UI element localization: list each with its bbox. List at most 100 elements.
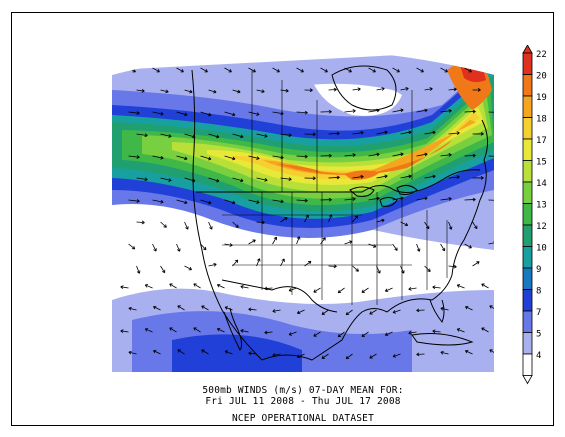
wind-arrow (384, 331, 393, 337)
wind-arrow (328, 214, 333, 223)
wind-arrow (320, 197, 332, 202)
wind-arrow (152, 67, 160, 73)
wind-arrow (352, 215, 359, 223)
wind-arrow (400, 174, 412, 179)
wind-arrow (248, 111, 260, 116)
wind-arrow (224, 306, 233, 311)
wind-arrow (392, 309, 401, 314)
wind-arrow (321, 353, 329, 359)
wind-arrow (248, 67, 256, 73)
wind-arrow (184, 177, 196, 183)
wind-arrow (481, 283, 489, 289)
wind-arrow (489, 349, 494, 355)
colorbar-swatch (522, 203, 533, 226)
province-lines (251, 70, 413, 192)
wind-arrow (176, 243, 181, 252)
colorbar-swatch (522, 353, 533, 376)
wind-arrow (177, 305, 185, 311)
wind-arrow (472, 175, 484, 180)
wind-arrow (448, 87, 457, 92)
colorbar-swatch (522, 160, 533, 183)
colorbar-swatch (522, 289, 533, 312)
colorbar-label: 15 (536, 158, 547, 168)
wind-arrow (128, 243, 136, 250)
wind-arrow (416, 108, 428, 113)
speed-band-14 (142, 90, 492, 199)
wind-arrow (152, 111, 164, 116)
wind-arrow (464, 67, 472, 73)
wind-arrow (169, 327, 177, 333)
color-scale-bar: 22 20 19 18 17 15 14 13 12 10 9 8 7 5 4 (522, 45, 547, 385)
wind-arrow (208, 262, 217, 267)
wind-arrow (240, 285, 249, 289)
wind-arrow (232, 177, 244, 183)
wind-arrow (408, 287, 417, 291)
wind-arrow (200, 111, 212, 117)
colorbar-swatch (522, 181, 533, 204)
wind-arrow (376, 265, 381, 274)
wind-arrow (224, 155, 236, 161)
wind-arrow (296, 154, 308, 159)
wind-arrow (200, 155, 212, 161)
wind-arrow (280, 217, 288, 223)
wind-arrow (193, 327, 201, 333)
colorbar-swatch (522, 95, 533, 118)
wind-arrow (176, 199, 188, 205)
wind-arrow (352, 130, 364, 135)
colorbar-bottom-arrow (522, 375, 533, 385)
gulf-coast (386, 274, 453, 313)
wind-arrow (313, 331, 321, 337)
wind-arrow (200, 199, 212, 205)
speed-band-19 (262, 120, 476, 175)
wind-arrow (248, 351, 257, 356)
wind-arrow (304, 214, 309, 223)
wind-arrow (304, 260, 312, 267)
wind-arrow (128, 350, 137, 355)
wind-arrow (464, 243, 472, 249)
wind-arrow (272, 309, 281, 313)
wind-arrow (169, 283, 177, 289)
wind-arrow (256, 220, 265, 225)
wind-arrow (472, 221, 478, 230)
wind-arrow (344, 67, 352, 73)
wind-arrow (352, 265, 359, 272)
wind-arrow (464, 349, 473, 355)
wind-arrow (448, 175, 460, 179)
wind-arrow (152, 199, 164, 204)
wind-arrow (184, 221, 189, 230)
wind-arrow (488, 67, 494, 73)
wind-arrow (320, 109, 332, 114)
mexico-coast (261, 308, 388, 361)
wind-arrow (296, 353, 305, 359)
wind-arrow (296, 67, 304, 73)
wind-arrow (400, 221, 409, 227)
colorbar-label: 22 (536, 50, 547, 60)
wind-arrow (224, 67, 232, 73)
wind-arrow (184, 265, 192, 271)
colorbar-label: 4 (536, 351, 541, 361)
wind-arrow (288, 331, 297, 336)
east-coast (451, 119, 488, 276)
wind-arrow (440, 350, 449, 355)
wind-arrow (216, 327, 225, 333)
colorbar-label: 8 (536, 287, 541, 297)
wind-arrow (345, 309, 353, 316)
wind-arrow (272, 67, 280, 73)
wind-arrow (440, 243, 446, 252)
wind-arrow (489, 305, 494, 311)
colorbar-label: 5 (536, 330, 541, 340)
colorbar-swatch (522, 138, 533, 161)
colorbar-label: 10 (536, 244, 547, 254)
wind-arrow (344, 240, 353, 245)
wind-arrow (488, 198, 494, 203)
wind-arrow (369, 353, 377, 359)
hudson-bay (331, 65, 397, 111)
wind-arrow (136, 177, 148, 182)
wind-arrow (200, 243, 207, 251)
wind-arrow (304, 176, 316, 181)
wind-arrow (400, 87, 409, 91)
colorbar-label: 19 (536, 93, 547, 103)
wind-arrow (440, 109, 452, 113)
wind-arrow (296, 110, 308, 115)
wind-arrow (272, 111, 284, 116)
